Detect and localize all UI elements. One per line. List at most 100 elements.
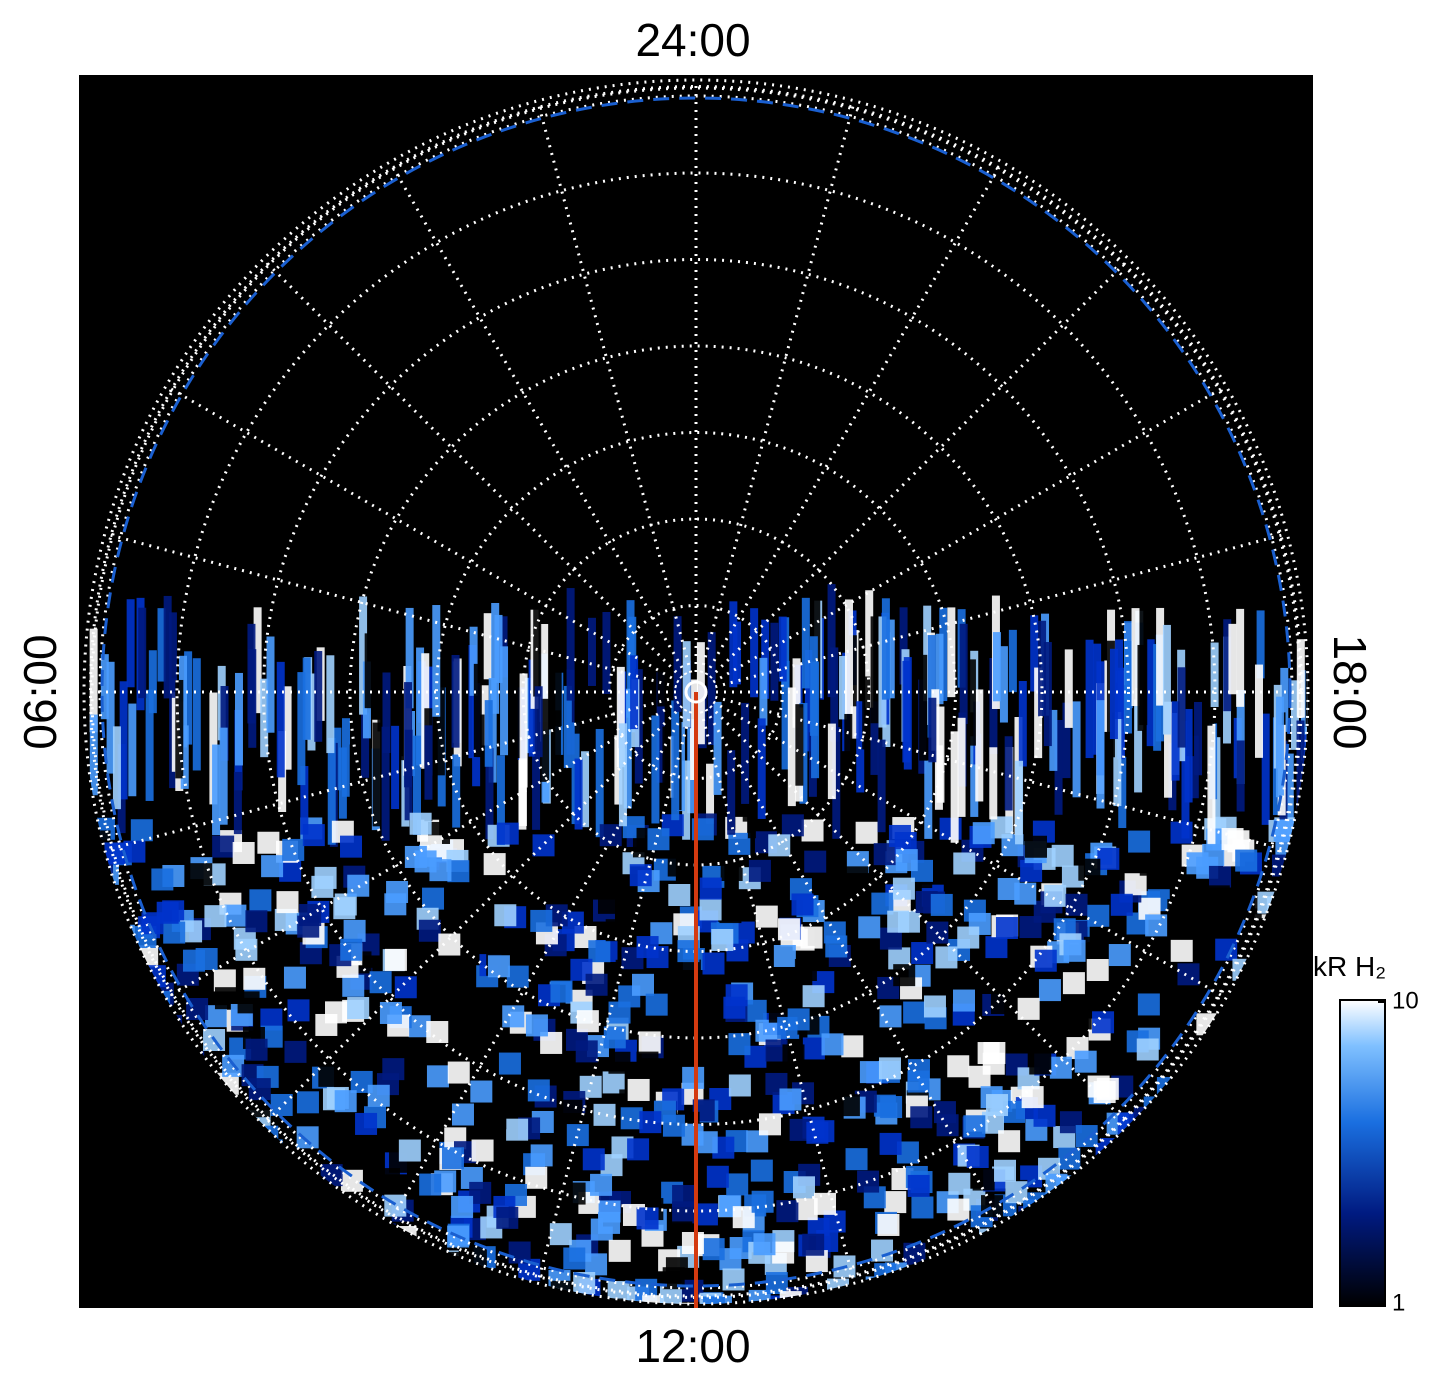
emission-patch [777,918,800,941]
emission-patch [279,859,302,882]
emission-patch [1064,649,1073,728]
emission-patch [1134,699,1143,793]
emission-patch [1034,949,1057,972]
emission-patch [576,1010,599,1033]
emission-patch [1296,720,1305,823]
emission-patch [274,908,297,931]
emission-patch [608,1239,631,1262]
emission-patch [581,751,590,828]
emission-patch [919,654,928,761]
emission-patch [283,686,292,770]
emission-patch [985,936,1008,959]
emission-patch [484,700,493,767]
emission-patch [895,849,918,872]
emission-patch [611,619,620,696]
meridian [714,532,1288,689]
emission-patch [623,688,632,809]
emission-patch [480,685,489,746]
emission-patch [953,989,976,1012]
meridian [699,100,856,674]
emission-patch [809,636,818,736]
emission-patch [156,901,179,924]
emission-patch [638,1031,661,1054]
emission-patch [566,588,575,701]
emission-patch [350,1070,373,1093]
emission-patch [377,666,386,732]
emission-patch [381,726,390,841]
emission-patch [245,910,268,933]
emission-patch [318,1064,341,1087]
emission-patch [525,1014,548,1037]
emission-patch [779,1088,802,1111]
emission-patch [563,1182,586,1205]
emission-patch [877,1213,900,1236]
emission-patch [966,1145,989,1168]
emission-patch [530,909,553,932]
emission-patch [448,1023,471,1046]
emission-patch [608,1051,631,1074]
emission-patch [168,612,177,698]
emission-patch [947,1055,970,1078]
emission-patch [667,1008,690,1031]
emission-patch [405,607,414,709]
emission-patch [1020,859,1043,882]
emission-patch [755,905,778,928]
emission-patch [910,1106,933,1129]
emission-patch [682,641,691,728]
emission-patch [1296,639,1305,718]
emission-patch [982,1052,1005,1075]
meridian [262,705,683,1126]
emission-patch [276,661,285,778]
emission-patch [1236,608,1245,707]
emission-patch [126,599,135,688]
emission-patch [532,834,555,857]
emission-patch [1124,873,1147,896]
emission-patch [844,599,853,715]
latitude-ring [175,171,1217,1213]
emission-patch [1069,1007,1092,1030]
emission-patch [1177,667,1186,748]
emission-patch [839,655,848,720]
reference-oval [100,96,1292,1288]
emission-patch [859,1061,882,1084]
emission-patch [607,1281,630,1304]
emission-patch [699,877,722,900]
emission-patch [588,940,611,963]
emission-patch [602,1071,625,1094]
emission-patch [981,1111,1004,1134]
emission-patch [636,1207,659,1230]
emission-patch [1097,847,1120,870]
emission-patch [886,619,895,699]
emission-patch [334,1090,357,1113]
emission-patch [1137,644,1146,731]
emission-patch [652,611,661,712]
emission-patch [671,700,680,821]
emission-patch [574,758,583,830]
emission-patch [825,935,848,958]
emission-patch [541,698,550,782]
emission-patch [879,1132,902,1155]
emission-patch [261,855,284,878]
emission-patch [471,1139,494,1162]
emission-patch [232,841,255,864]
emission-patch [426,1065,449,1088]
emission-patch [870,701,879,775]
emission-patch [800,926,823,949]
meridian [536,100,693,674]
emission-patch [212,744,221,836]
emission-patch [879,927,902,950]
emission-patch [409,812,432,835]
emission-patch [1065,893,1088,916]
emission-patch [342,718,351,797]
emission-patch [340,835,363,858]
emission-patch [899,607,908,685]
emission-patch [496,822,519,845]
emission-patch [1275,696,1284,798]
emission-patch [599,824,622,847]
emission-patch [1145,914,1168,937]
latitude-ring [435,431,957,953]
emission-patch [986,1094,1009,1117]
colorbar-tick-label: 1 [1392,1289,1405,1316]
emission-patch [314,866,337,889]
emission-patch [549,1223,572,1246]
